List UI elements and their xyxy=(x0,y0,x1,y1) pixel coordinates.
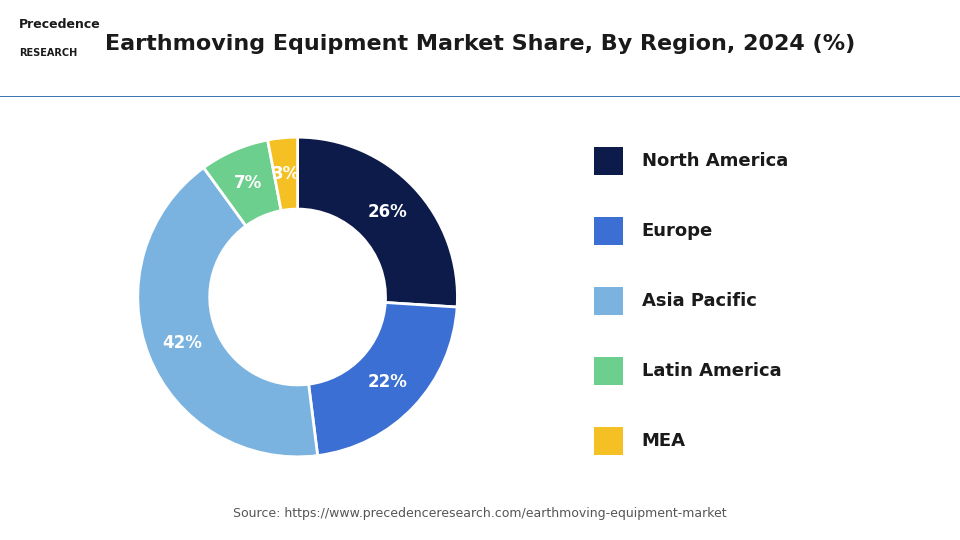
Text: Earthmoving Equipment Market Share, By Region, 2024 (%): Earthmoving Equipment Market Share, By R… xyxy=(105,33,855,54)
Wedge shape xyxy=(138,168,318,457)
Text: Latin America: Latin America xyxy=(641,362,781,380)
Text: Europe: Europe xyxy=(641,222,713,240)
Text: MEA: MEA xyxy=(641,433,685,450)
Text: Asia Pacific: Asia Pacific xyxy=(641,292,756,310)
FancyBboxPatch shape xyxy=(594,357,623,386)
Wedge shape xyxy=(308,302,457,456)
Text: North America: North America xyxy=(641,152,788,170)
Text: Precedence: Precedence xyxy=(19,18,101,31)
Wedge shape xyxy=(298,137,457,307)
Text: RESEARCH: RESEARCH xyxy=(19,49,78,58)
Text: Source: https://www.precedenceresearch.com/earthmoving-equipment-market: Source: https://www.precedenceresearch.c… xyxy=(233,507,727,519)
FancyBboxPatch shape xyxy=(594,217,623,245)
Wedge shape xyxy=(268,137,298,211)
Text: 42%: 42% xyxy=(162,334,203,352)
Text: 22%: 22% xyxy=(368,373,408,391)
Wedge shape xyxy=(204,140,281,226)
Text: 7%: 7% xyxy=(234,174,262,192)
Text: 26%: 26% xyxy=(368,203,408,221)
FancyBboxPatch shape xyxy=(594,146,623,175)
FancyBboxPatch shape xyxy=(594,428,623,455)
Text: 3%: 3% xyxy=(272,165,300,183)
FancyBboxPatch shape xyxy=(594,287,623,315)
